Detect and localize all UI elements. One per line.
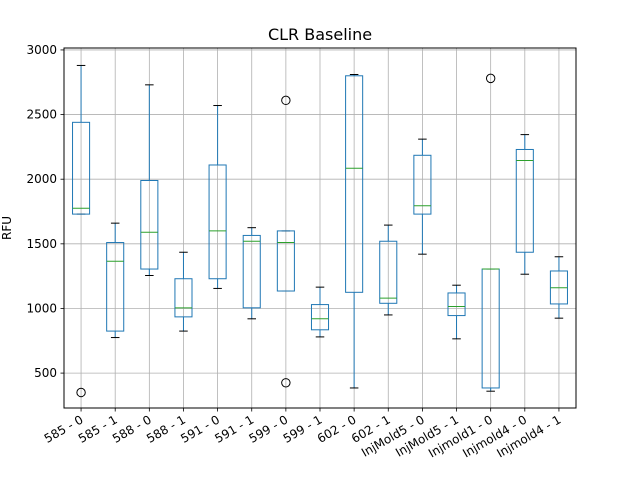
iqr-box (515, 148, 534, 253)
outlier-point (485, 73, 496, 84)
iqr-box (345, 75, 364, 293)
iqr-box (208, 164, 227, 280)
y-tick-label: 3000 (26, 43, 57, 57)
box-11 (413, 138, 432, 255)
box-1 (72, 64, 91, 398)
chart-title: CLR Baseline (268, 25, 372, 44)
y-tick-label: 1000 (26, 301, 57, 315)
iqr-box (174, 278, 193, 318)
y-tick-label: 500 (34, 366, 57, 380)
boxes (72, 64, 568, 398)
box-2 (106, 222, 125, 339)
iqr-box (72, 121, 91, 215)
iqr-box (106, 242, 125, 332)
box-9 (345, 73, 364, 389)
box-10 (379, 224, 398, 316)
box-3 (140, 84, 159, 277)
iqr-box (413, 154, 432, 215)
box-8 (310, 286, 330, 338)
iqr-box (379, 240, 398, 304)
iqr-box (242, 234, 261, 309)
outlier-point (76, 387, 86, 398)
iqr-box (447, 292, 466, 317)
outlier-point (281, 378, 291, 388)
y-axis-label: RFU (0, 216, 14, 240)
iqr-box (140, 179, 159, 270)
box-4 (174, 251, 193, 332)
y-tick-label: 2000 (26, 172, 57, 186)
box-13 (481, 73, 500, 392)
box-15 (549, 256, 568, 319)
box-5 (208, 105, 227, 289)
y-tick-label: 1500 (26, 237, 57, 251)
iqr-box (276, 230, 295, 292)
box-12 (447, 284, 466, 340)
box-14 (515, 134, 534, 275)
box-7 (276, 95, 295, 388)
box-6 (242, 227, 261, 320)
y-axis-ticks: 500 1000 1500 2000 2500 3000 (26, 43, 64, 380)
y-tick-label: 2500 (26, 108, 57, 122)
iqr-box (310, 304, 330, 331)
outlier-point (281, 95, 291, 106)
